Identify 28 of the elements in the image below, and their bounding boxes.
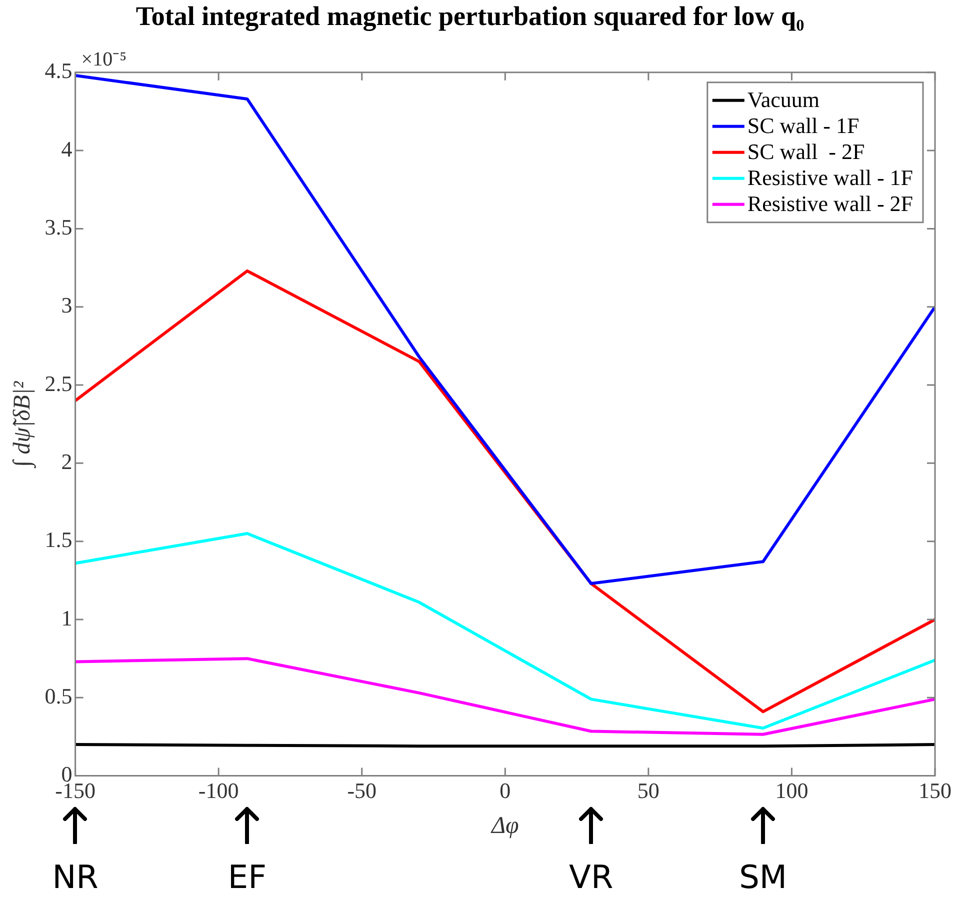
x-axis-title: Δφ [490,812,519,839]
x-tick-label: 150 [918,778,952,803]
x-tick-label: -100 [198,778,239,803]
y-tick-label: 1 [61,605,72,630]
legend-label: SC wall - 2F [747,139,865,164]
annotation: EF [228,858,267,896]
legend-label: Vacuum [747,87,820,112]
annotation: NR [52,858,98,896]
legend-label: Resistive wall - 2F [747,191,914,216]
y-tick-label: 0.5 [44,683,72,708]
y-tick-label: 2.5 [44,370,72,396]
chart-title: Total integrated magnetic perturbation squared for low q₀ [136,1,804,32]
y-tick-label: 3 [61,292,72,318]
text: ×10⁻⁵ [81,48,127,71]
annotation: SM [739,858,788,896]
annotation: VR [569,858,614,896]
x-tick-label: -50 [347,778,377,803]
y-tick-label: 3.5 [44,214,72,240]
y-axis-title: ∫ dψ̃|δB|² [10,380,37,469]
y-tick-label: 4.5 [44,58,72,84]
x-tick-label: 0 [500,778,511,803]
x-tick-label: 100 [775,778,808,803]
y-tick-label: 2 [61,448,72,474]
legend-label: SC wall - 1F [747,113,860,138]
x-tick-label: 50 [637,778,660,803]
legend-label: Resistive wall - 1F [747,165,914,190]
y-tick-label: 4 [61,136,72,162]
y-tick-label: 1.5 [44,527,72,552]
